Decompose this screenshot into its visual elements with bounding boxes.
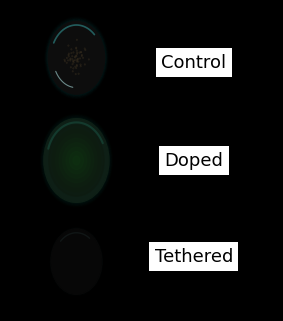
Circle shape: [75, 57, 76, 58]
Circle shape: [80, 52, 81, 53]
Circle shape: [68, 56, 69, 57]
Circle shape: [75, 66, 76, 67]
Circle shape: [64, 59, 65, 60]
Circle shape: [72, 71, 73, 72]
Circle shape: [70, 58, 71, 59]
Ellipse shape: [48, 21, 105, 95]
Ellipse shape: [51, 229, 102, 295]
Ellipse shape: [51, 229, 102, 294]
Circle shape: [84, 48, 85, 49]
Ellipse shape: [44, 118, 109, 203]
Circle shape: [73, 60, 74, 61]
Circle shape: [73, 52, 74, 53]
Ellipse shape: [44, 119, 109, 202]
Ellipse shape: [48, 22, 105, 94]
Ellipse shape: [49, 125, 104, 196]
Ellipse shape: [56, 134, 97, 187]
Ellipse shape: [48, 21, 105, 95]
Ellipse shape: [66, 147, 87, 174]
Circle shape: [76, 50, 77, 51]
Circle shape: [72, 64, 73, 65]
Circle shape: [71, 49, 72, 50]
Ellipse shape: [43, 117, 110, 204]
Text: Control: Control: [161, 54, 226, 72]
Ellipse shape: [63, 143, 90, 178]
Ellipse shape: [59, 138, 94, 183]
Ellipse shape: [52, 129, 101, 192]
Ellipse shape: [70, 152, 83, 169]
Text: Tethered: Tethered: [155, 248, 233, 266]
Circle shape: [77, 59, 78, 60]
Circle shape: [73, 62, 74, 63]
Circle shape: [78, 61, 79, 62]
Circle shape: [73, 68, 74, 69]
Circle shape: [80, 64, 81, 65]
Circle shape: [79, 52, 80, 53]
Circle shape: [74, 56, 75, 57]
Ellipse shape: [50, 228, 102, 295]
Circle shape: [68, 45, 69, 46]
Ellipse shape: [73, 156, 80, 165]
Circle shape: [70, 67, 71, 68]
Text: Doped: Doped: [164, 152, 223, 169]
